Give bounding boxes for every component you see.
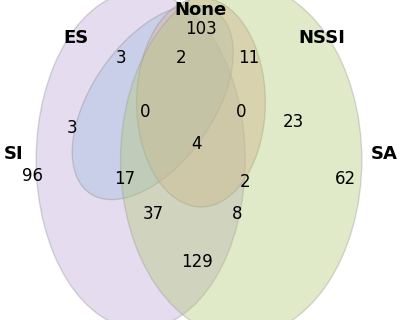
Text: NSSI: NSSI <box>298 29 344 47</box>
Ellipse shape <box>120 0 361 320</box>
Text: SI: SI <box>4 145 24 163</box>
Text: SA: SA <box>370 145 397 163</box>
Text: 3: 3 <box>115 49 126 67</box>
Ellipse shape <box>36 0 245 320</box>
Text: 62: 62 <box>334 170 355 188</box>
Text: 11: 11 <box>238 49 259 67</box>
Text: 23: 23 <box>282 113 303 131</box>
Text: ES: ES <box>64 29 89 47</box>
Text: 2: 2 <box>239 173 250 191</box>
Text: 3: 3 <box>67 119 77 137</box>
Text: 96: 96 <box>22 167 43 185</box>
Text: 2: 2 <box>175 49 186 67</box>
Ellipse shape <box>136 0 265 207</box>
Text: 129: 129 <box>181 253 212 271</box>
Text: 8: 8 <box>231 205 242 223</box>
Text: 0: 0 <box>139 103 150 121</box>
Text: None: None <box>174 1 227 19</box>
Text: 17: 17 <box>114 170 135 188</box>
Text: 0: 0 <box>235 103 246 121</box>
Text: 103: 103 <box>185 20 216 38</box>
Text: 4: 4 <box>191 135 202 153</box>
Text: 37: 37 <box>142 205 163 223</box>
Ellipse shape <box>72 5 233 200</box>
